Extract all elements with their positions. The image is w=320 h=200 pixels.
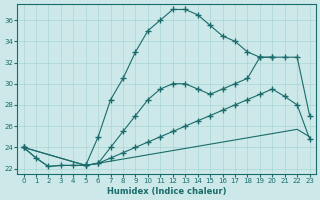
X-axis label: Humidex (Indice chaleur): Humidex (Indice chaleur) (107, 187, 226, 196)
